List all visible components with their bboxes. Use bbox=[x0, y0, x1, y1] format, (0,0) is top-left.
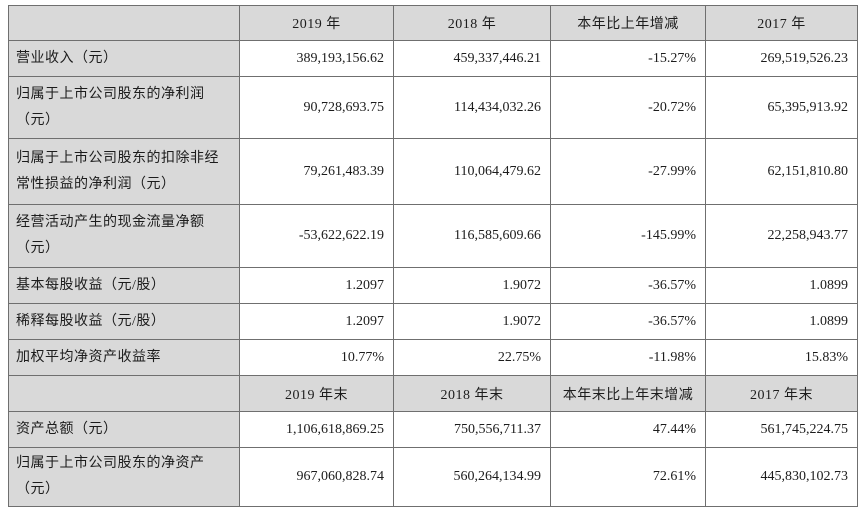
header-cell-blank bbox=[8, 375, 240, 412]
row-label: 归属于上市公司股东的净资产（元） bbox=[8, 447, 240, 507]
header-row-year: 2019 年 2018 年 本年比上年增减 2017 年 bbox=[8, 5, 858, 41]
value-2017: 65,395,913.92 bbox=[705, 76, 858, 139]
value-2018: 750,556,711.37 bbox=[393, 411, 551, 448]
value-2018: 459,337,446.21 bbox=[393, 40, 551, 77]
value-2019: 10.77% bbox=[239, 339, 394, 376]
table-row-net-profit-excl-nonrecurring: 归属于上市公司股东的扣除非经常性损益的净利润（元） 79,261,483.39 … bbox=[8, 138, 858, 205]
value-change: -20.72% bbox=[550, 76, 706, 139]
row-label: 资产总额（元） bbox=[8, 411, 240, 448]
value-2017: 561,745,224.75 bbox=[705, 411, 858, 448]
value-2017: 62,151,810.80 bbox=[705, 138, 858, 205]
header-row-year-end: 2019 年末 2018 年末 本年末比上年末增减 2017 年末 bbox=[8, 375, 858, 412]
value-2019: 1.2097 bbox=[239, 267, 394, 304]
row-label: 归属于上市公司股东的净利润（元） bbox=[8, 76, 240, 139]
value-2018: 1.9072 bbox=[393, 303, 551, 340]
value-2017: 1.0899 bbox=[705, 267, 858, 304]
row-label: 基本每股收益（元/股） bbox=[8, 267, 240, 304]
value-change: 72.61% bbox=[550, 447, 706, 507]
table-row-diluted-eps: 稀释每股收益（元/股） 1.2097 1.9072 -36.57% 1.0899 bbox=[8, 303, 858, 340]
table-row-net-assets: 归属于上市公司股东的净资产（元） 967,060,828.74 560,264,… bbox=[8, 447, 858, 507]
value-2018: 560,264,134.99 bbox=[393, 447, 551, 507]
value-2019: 90,728,693.75 bbox=[239, 76, 394, 139]
value-2019: -53,622,622.19 bbox=[239, 204, 394, 268]
value-2019: 1,106,618,869.25 bbox=[239, 411, 394, 448]
row-label: 营业收入（元） bbox=[8, 40, 240, 77]
value-change: -145.99% bbox=[550, 204, 706, 268]
value-2018: 114,434,032.26 bbox=[393, 76, 551, 139]
header-cell-change: 本年比上年增减 bbox=[550, 5, 706, 41]
value-2019: 79,261,483.39 bbox=[239, 138, 394, 205]
value-2017: 1.0899 bbox=[705, 303, 858, 340]
value-2018: 1.9072 bbox=[393, 267, 551, 304]
value-change: -36.57% bbox=[550, 303, 706, 340]
table-row-weighted-avg-roe: 加权平均净资产收益率 10.77% 22.75% -11.98% 15.83% bbox=[8, 339, 858, 376]
value-2017: 269,519,526.23 bbox=[705, 40, 858, 77]
value-change: 47.44% bbox=[550, 411, 706, 448]
table-row-net-profit: 归属于上市公司股东的净利润（元） 90,728,693.75 114,434,0… bbox=[8, 76, 858, 139]
header-cell-blank bbox=[8, 5, 240, 41]
value-change: -15.27% bbox=[550, 40, 706, 77]
value-2018: 116,585,609.66 bbox=[393, 204, 551, 268]
value-2018: 22.75% bbox=[393, 339, 551, 376]
row-label: 归属于上市公司股东的扣除非经常性损益的净利润（元） bbox=[8, 138, 240, 205]
table-row-basic-eps: 基本每股收益（元/股） 1.2097 1.9072 -36.57% 1.0899 bbox=[8, 267, 858, 304]
header-cell-change-end: 本年末比上年末增减 bbox=[550, 375, 706, 412]
value-2019: 389,193,156.62 bbox=[239, 40, 394, 77]
value-change: -11.98% bbox=[550, 339, 706, 376]
table-row-revenue: 营业收入（元） 389,193,156.62 459,337,446.21 -1… bbox=[8, 40, 858, 77]
value-change: -36.57% bbox=[550, 267, 706, 304]
header-cell-2019: 2019 年 bbox=[239, 5, 394, 41]
value-2017: 15.83% bbox=[705, 339, 858, 376]
table-row-operating-cash-flow: 经营活动产生的现金流量净额（元） -53,622,622.19 116,585,… bbox=[8, 204, 858, 268]
header-cell-2018-end: 2018 年末 bbox=[393, 375, 551, 412]
value-change: -27.99% bbox=[550, 138, 706, 205]
header-cell-2019-end: 2019 年末 bbox=[239, 375, 394, 412]
financial-summary-table: 2019 年 2018 年 本年比上年增减 2017 年 营业收入（元） 389… bbox=[8, 5, 858, 507]
row-label: 加权平均净资产收益率 bbox=[8, 339, 240, 376]
table-row-total-assets: 资产总额（元） 1,106,618,869.25 750,556,711.37 … bbox=[8, 411, 858, 448]
header-cell-2018: 2018 年 bbox=[393, 5, 551, 41]
value-2019: 967,060,828.74 bbox=[239, 447, 394, 507]
value-2017: 22,258,943.77 bbox=[705, 204, 858, 268]
value-2019: 1.2097 bbox=[239, 303, 394, 340]
header-cell-2017-end: 2017 年末 bbox=[705, 375, 858, 412]
row-label: 经营活动产生的现金流量净额（元） bbox=[8, 204, 240, 268]
value-2017: 445,830,102.73 bbox=[705, 447, 858, 507]
financial-summary-table-wrap: 2019 年 2018 年 本年比上年增减 2017 年 营业收入（元） 389… bbox=[8, 5, 858, 507]
row-label: 稀释每股收益（元/股） bbox=[8, 303, 240, 340]
value-2018: 110,064,479.62 bbox=[393, 138, 551, 205]
header-cell-2017: 2017 年 bbox=[705, 5, 858, 41]
